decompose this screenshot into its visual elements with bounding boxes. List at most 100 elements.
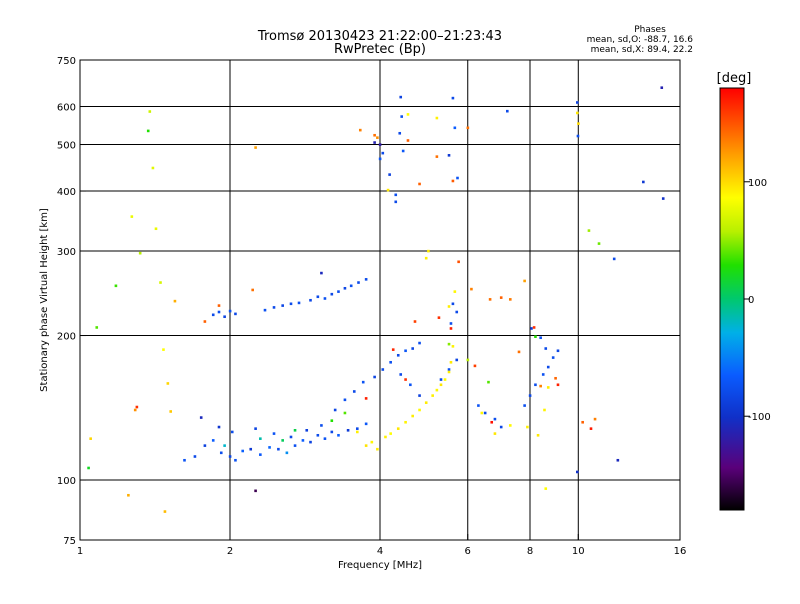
data-point (593, 417, 597, 421)
data-point (543, 408, 546, 412)
data-point (587, 229, 591, 232)
data-point (217, 304, 221, 307)
data-point (456, 176, 459, 180)
data-point (399, 373, 403, 376)
data-point (228, 455, 232, 458)
data-point (281, 439, 284, 442)
data-point (530, 327, 533, 330)
data-point (449, 360, 453, 364)
data-point (409, 383, 412, 387)
data-point (378, 157, 382, 161)
data-point (532, 326, 536, 329)
data-point (401, 149, 405, 153)
data-point (406, 113, 410, 116)
data-point (388, 173, 391, 176)
data-point (447, 370, 451, 374)
data-point (289, 302, 293, 306)
data-point (343, 286, 347, 290)
data-point (183, 458, 186, 462)
data-point (323, 437, 327, 440)
colorbar-label: [deg] (717, 71, 752, 86)
data-point (466, 358, 470, 362)
data-point (534, 383, 537, 387)
data-point (343, 411, 347, 415)
data-point (447, 154, 451, 157)
data-point (612, 257, 616, 261)
data-point (404, 420, 407, 424)
data-point (272, 432, 276, 435)
data-point (361, 380, 365, 384)
data-point (642, 180, 645, 184)
data-point (508, 424, 512, 427)
data-point (223, 444, 226, 447)
data-point (499, 296, 503, 299)
data-point (488, 298, 492, 301)
data-point (546, 365, 550, 369)
x-tick-label: 8 (527, 546, 533, 557)
data-point (483, 411, 487, 415)
data-point (199, 416, 203, 419)
data-point (451, 345, 455, 348)
data-point (404, 378, 407, 381)
colorbar-tick-label: -100 (748, 412, 771, 423)
data-point (272, 306, 276, 309)
data-point (539, 384, 542, 388)
data-point (130, 215, 134, 218)
data-point (391, 348, 395, 351)
data-point (305, 429, 309, 432)
data-point (396, 427, 400, 430)
data-point (309, 298, 312, 302)
data-point (470, 287, 473, 291)
data-point (89, 437, 92, 440)
data-point (447, 305, 451, 308)
data-point (443, 378, 447, 381)
data-point (223, 315, 226, 319)
data-point (364, 444, 368, 447)
data-point (661, 197, 665, 200)
data-point (320, 424, 323, 427)
data-point (576, 101, 579, 104)
colorbar-ticks: 100 0 -100 (744, 178, 771, 423)
data-point (576, 134, 580, 138)
data-point (146, 129, 150, 133)
grid (80, 60, 680, 540)
chart-subtitle: RwPretec (Bp) (334, 42, 426, 57)
data-point (539, 336, 542, 340)
data-point (480, 411, 484, 415)
data-point (389, 360, 392, 364)
data-point (228, 309, 232, 313)
data-point (616, 458, 620, 462)
data-point (370, 440, 374, 444)
data-point (418, 182, 421, 186)
data-point (293, 429, 297, 432)
data-point (330, 419, 334, 422)
data-point (493, 432, 497, 435)
data-point (427, 249, 430, 253)
data-point (114, 284, 118, 288)
data-point (487, 380, 490, 384)
data-point (523, 404, 526, 407)
data-point (211, 313, 215, 317)
data-point (349, 284, 353, 288)
data-point (493, 417, 497, 421)
data-point (316, 295, 320, 299)
data-point (95, 326, 99, 329)
data-point (323, 297, 327, 300)
data-point (217, 425, 221, 429)
data-point (254, 146, 257, 149)
data-point (404, 349, 407, 353)
data-point (309, 440, 312, 444)
data-point (455, 310, 459, 314)
y-tick-label: 75 (63, 536, 76, 547)
data-point (490, 420, 494, 424)
data-point (373, 141, 376, 144)
data-point (333, 408, 337, 412)
data-point (451, 96, 455, 100)
y-tick-label: 300 (57, 247, 76, 258)
x-tick-label: 6 (465, 546, 471, 557)
data-point (581, 420, 584, 424)
data-point (293, 444, 297, 447)
data-point (163, 510, 167, 513)
